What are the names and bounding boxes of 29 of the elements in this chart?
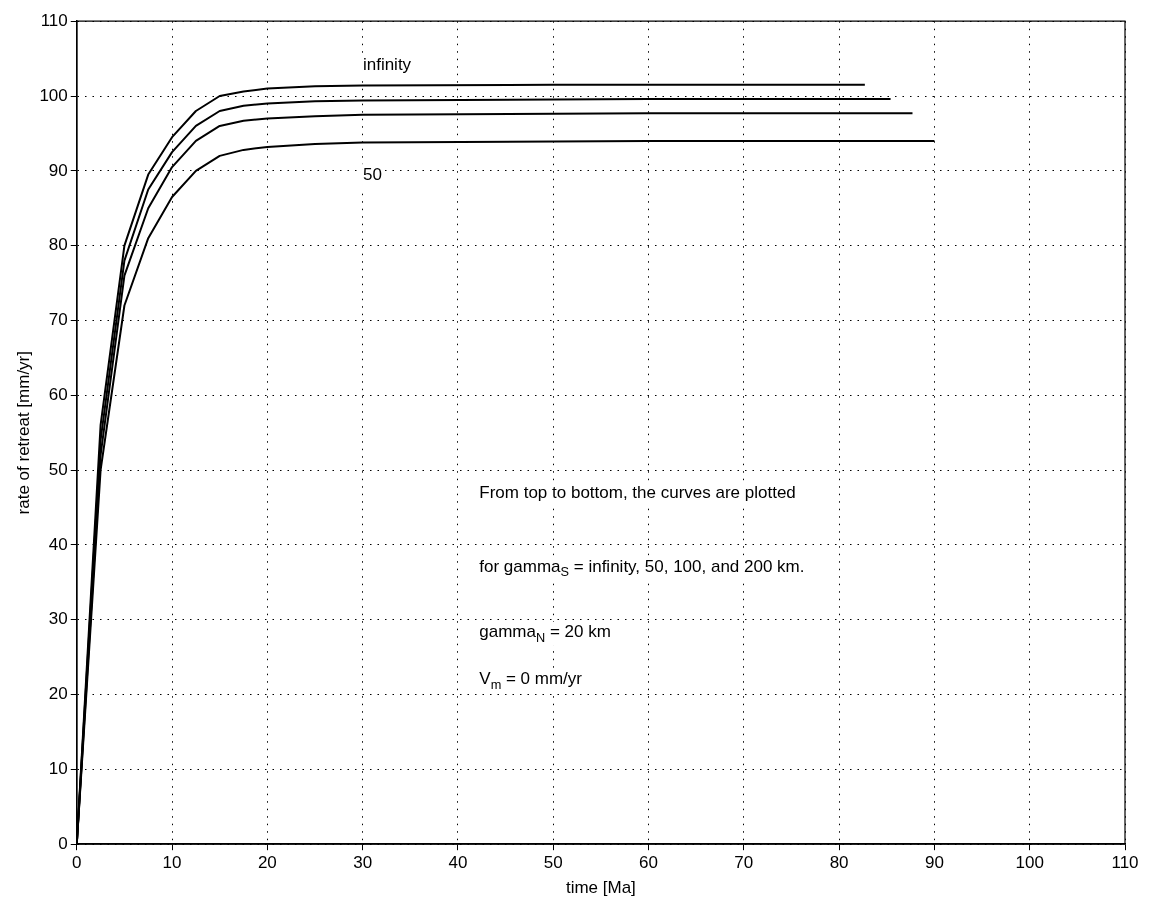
- x-tick-label: 80: [829, 853, 849, 873]
- x-tick-label: 0: [72, 853, 82, 873]
- y-tick-label: 70: [48, 310, 68, 330]
- y-tick-label: 90: [48, 160, 68, 180]
- annotation: infinity: [362, 54, 412, 74]
- x-tick-label: 90: [924, 853, 944, 873]
- x-tick-label: 10: [162, 853, 182, 873]
- x-axis-title: time [Ma]: [565, 878, 636, 898]
- y-tick-label: 10: [48, 759, 68, 779]
- y-tick-label: 100: [39, 85, 68, 105]
- x-tick-label: 60: [639, 853, 658, 873]
- x-tick-label: 20: [257, 853, 277, 873]
- x-tick-label: 40: [448, 853, 468, 873]
- y-tick-label: 50: [48, 459, 68, 479]
- y-tick-label: 40: [48, 534, 68, 554]
- y-tick-label: 80: [48, 235, 68, 255]
- y-axis-title: rate of retreat [mm/yr]: [13, 350, 33, 515]
- annotation: 50: [362, 164, 382, 184]
- x-tick-label: 50: [543, 853, 563, 873]
- y-tick-label: 0: [58, 833, 68, 853]
- x-tick-label: 30: [353, 853, 373, 873]
- y-tick-label: 60: [48, 384, 68, 404]
- annotation: From top to bottom, the curves are plotted: [479, 483, 796, 503]
- y-tick-label: 30: [48, 609, 68, 629]
- x-tick-label: 70: [734, 853, 754, 873]
- x-tick-label: 100: [1015, 853, 1044, 873]
- y-tick-label: 20: [48, 684, 68, 704]
- x-tick-label: 110: [1111, 853, 1139, 873]
- y-tick-label: 110: [40, 10, 68, 30]
